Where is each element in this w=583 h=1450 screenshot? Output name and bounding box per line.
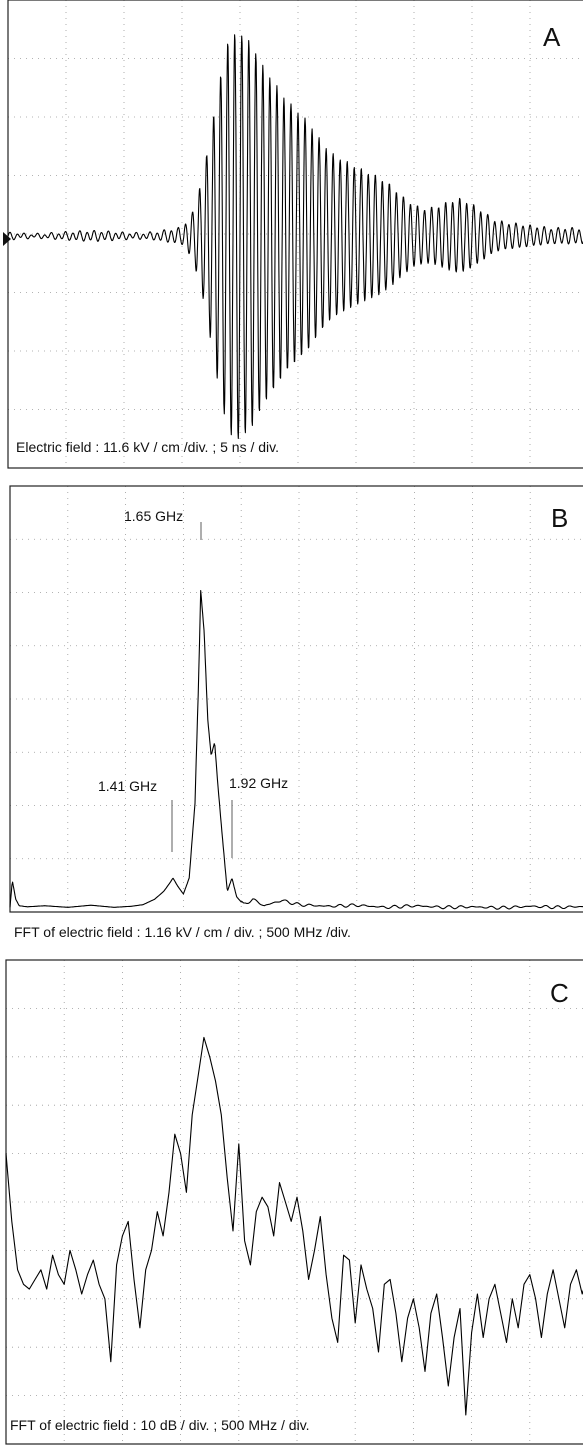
peak-1.65ghz-label: 1.65 GHz [124, 508, 183, 524]
panel-c: C FFT of electric field : 10 dB / div. ;… [5, 959, 583, 1445]
panel-c-caption: FFT of electric field : 10 dB / div. ; 5… [10, 1417, 310, 1433]
ground-marker-icon [3, 232, 11, 246]
panel-b-grid [10, 486, 583, 912]
panel-a-caption: Electric field : 11.6 kV / cm /div. ; 5 … [16, 439, 279, 455]
panel-b-letter: B [551, 503, 568, 533]
panel-a-frame [7, 0, 583, 469]
panel-c-grid [6, 960, 583, 1444]
panel-b: 1.65 GHz 1.41 GHz 1.92 GHz B FFT of elec… [9, 485, 583, 940]
panel-c-frame [5, 959, 583, 1445]
panel-c-letter: C [550, 978, 569, 1008]
peak-1.92ghz-label: 1.92 GHz [229, 775, 288, 791]
panel-c-spectrum [5, 1036, 583, 1416]
panel-a-waveform [7, 34, 583, 440]
panel-b-caption: FFT of electric field : 1.16 kV / cm / d… [14, 924, 351, 940]
panel-b-spectrum [9, 589, 583, 910]
panel-a: A Electric field : 11.6 kV / cm /div. ; … [3, 0, 583, 469]
peak-1.41ghz-label: 1.41 GHz [98, 778, 157, 794]
panel-b-frame [9, 485, 583, 913]
panel-a-letter: A [543, 22, 561, 52]
